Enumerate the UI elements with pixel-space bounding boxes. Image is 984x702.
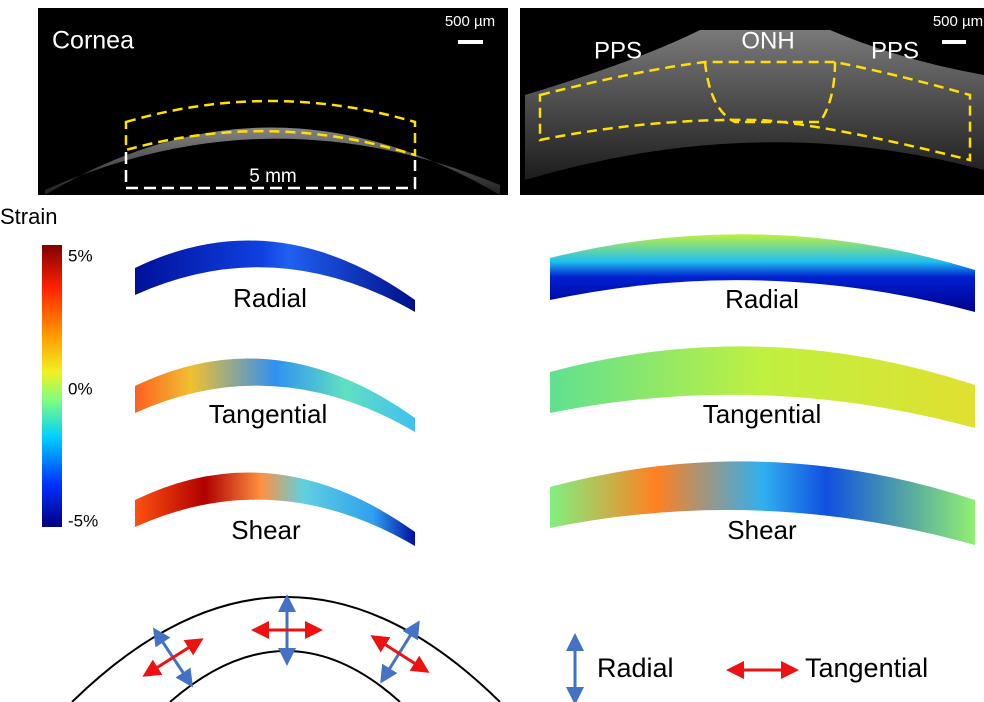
inner-surface [170,651,400,702]
map-label: Radial [725,284,799,314]
scale-label: 500 µm [445,13,495,30]
tangential-arrow [150,643,196,672]
region-label: ONH [741,27,794,54]
colorbar-tick: 0% [68,379,93,398]
cornea-image: Cornea 500 µm 5 mm [38,8,508,195]
map-label: Radial [233,283,307,313]
direction-schematic [72,597,500,702]
region-label: PPS [871,37,919,64]
onh-maps: Radial Tangential Shear [550,234,975,545]
map-label: Tangential [703,399,822,429]
legend-label: Radial [597,653,674,683]
map-label: Tangential [209,399,328,429]
legend-label: Tangential [805,653,928,683]
cornea-maps: Radial Tangential Shear [135,240,415,546]
map-label: Shear [231,515,301,545]
colorbar-scale [42,245,62,527]
tangential-arrow [378,640,422,668]
region-label: PPS [594,37,642,64]
legend: Radial Tangential [575,642,928,696]
dimension-label: 5 mm [249,166,297,187]
scale-label: 500 µm [933,13,983,30]
onh-image: PPS ONH PPS 500 µm [520,8,984,195]
radial-arrow [385,628,415,676]
colorbar-tick: 5% [68,246,93,265]
colorbar: Strain 5% 0% -5% [0,204,98,531]
figure: Cornea 500 µm 5 mm PPS ONH PPS 500 µm St… [0,0,984,702]
map-label: Shear [727,515,797,545]
panel-label: Cornea [52,27,134,55]
colorbar-title: Strain [0,204,57,229]
colorbar-tick: -5% [68,511,98,530]
